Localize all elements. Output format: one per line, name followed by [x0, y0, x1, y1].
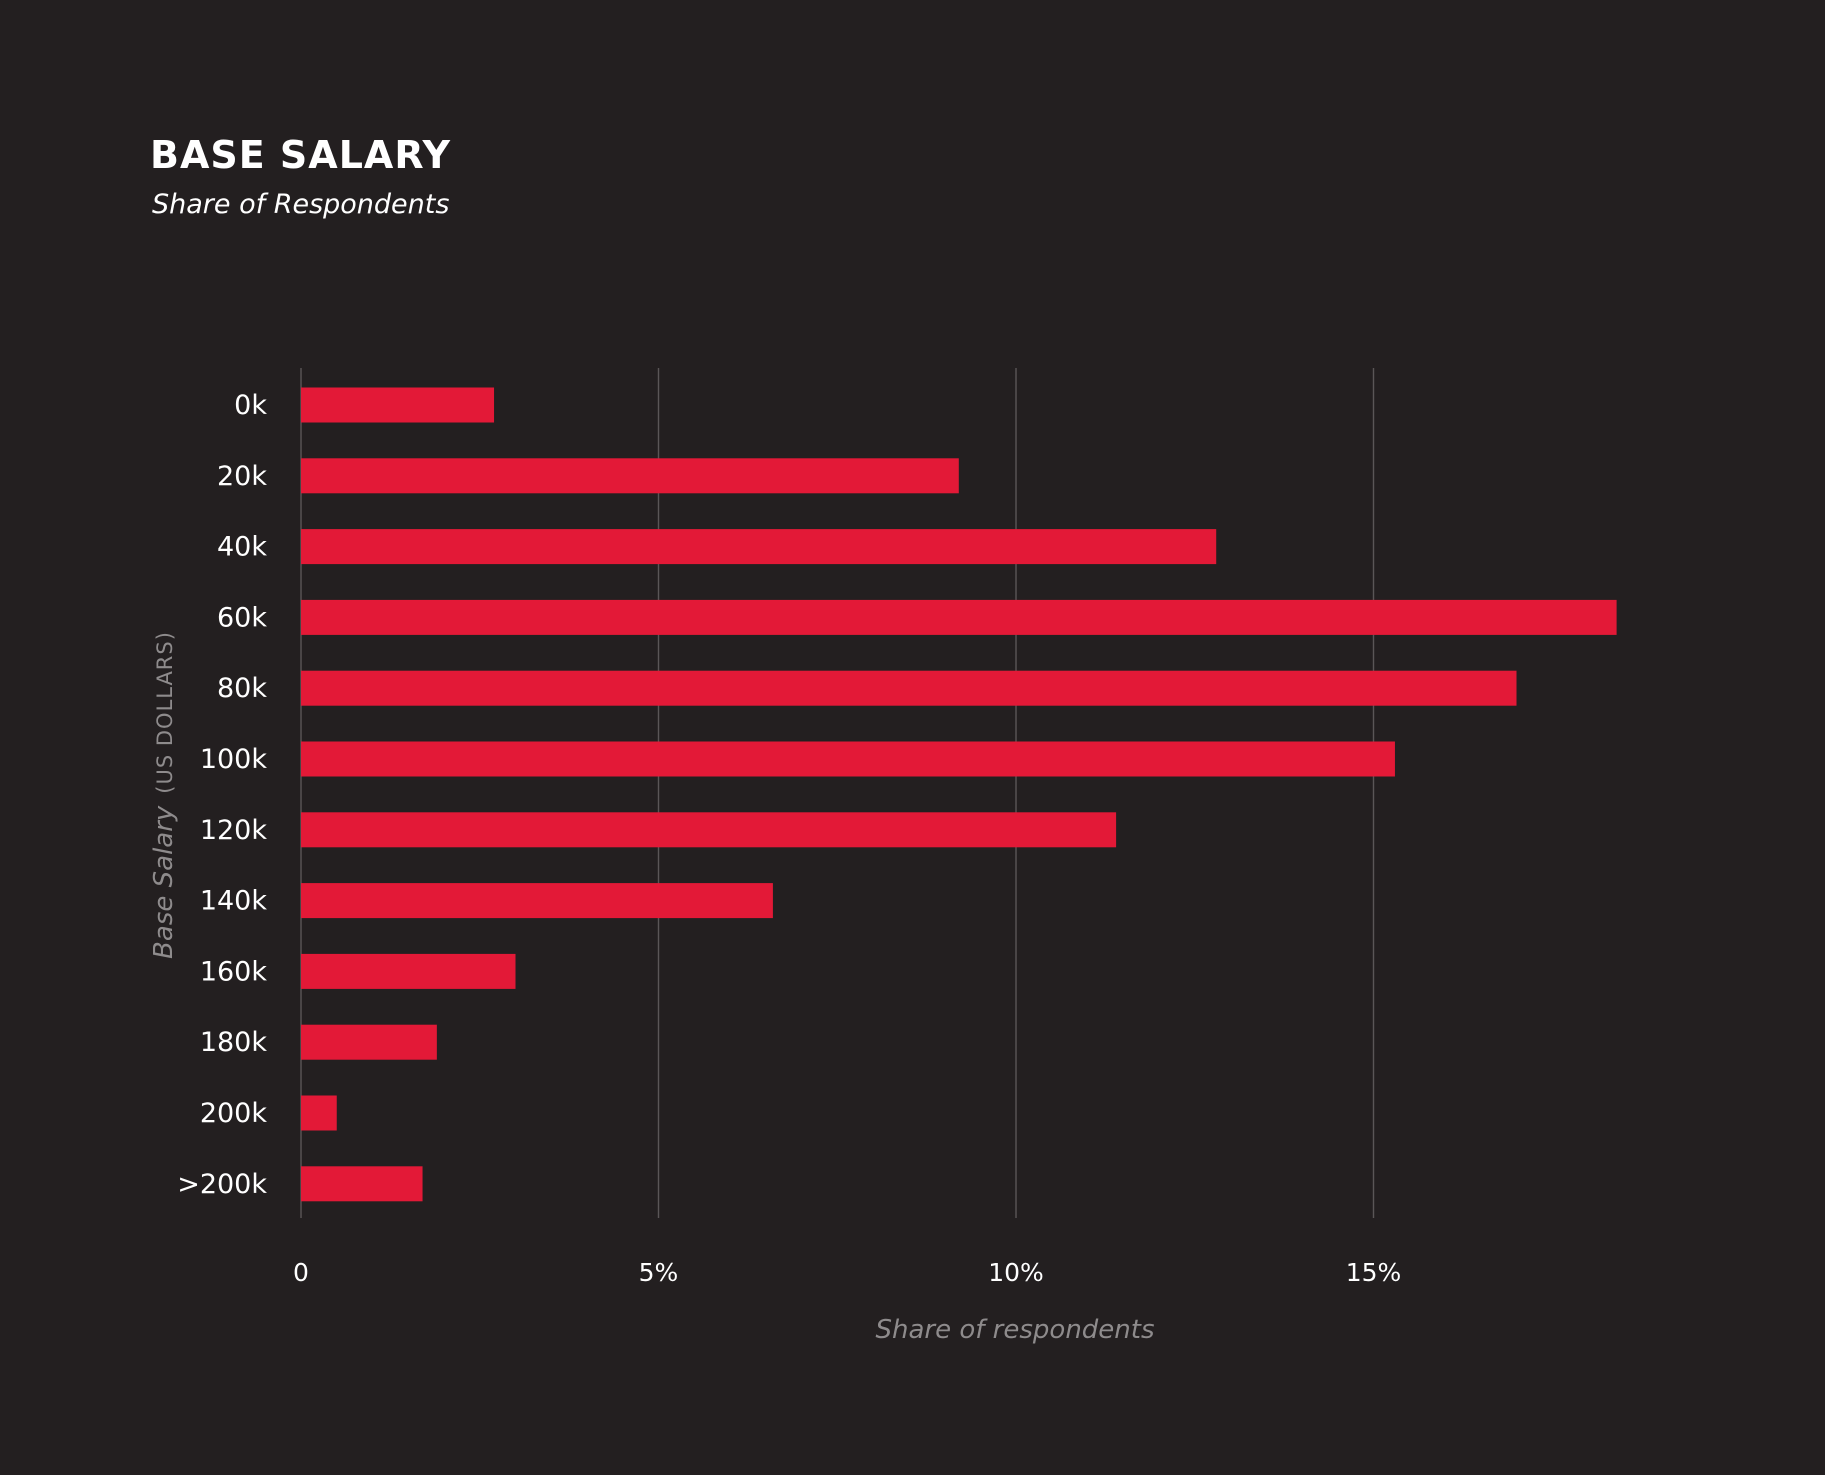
x-tick-label-3: 15%	[1346, 1258, 1402, 1287]
bar-20k	[301, 458, 959, 494]
category-label-140k: 140k	[200, 886, 268, 917]
x-axis-title: Share of respondents	[875, 1315, 1154, 1345]
category-label-80k: 80k	[217, 673, 267, 704]
y-axis-title-unit: (US DOLLARS)	[153, 631, 177, 794]
bar-180k	[301, 1024, 437, 1060]
chart-title: BASE SALARY	[150, 133, 451, 177]
y-axis-title-group: Base Salary (US DOLLARS)	[149, 631, 179, 959]
bar-40k	[301, 529, 1217, 565]
bar-100k	[301, 741, 1395, 777]
y-axis-title-main: Base Salary	[149, 805, 179, 959]
bar-200k	[301, 1095, 337, 1131]
gridlines	[300, 368, 1375, 1218]
category-label-160k: 160k	[200, 956, 268, 987]
bar-140k	[301, 883, 773, 919]
chart-subtitle: Share of Respondents	[152, 189, 449, 220]
category-label-180k: 180k	[200, 1027, 268, 1058]
bar-gt200k	[301, 1166, 423, 1202]
bar-60k	[301, 599, 1617, 635]
x-tick-label-2: 10%	[988, 1258, 1044, 1287]
category-label-20k: 20k	[217, 461, 267, 492]
category-label-60k: 60k	[217, 602, 267, 633]
category-label-200k: 200k	[200, 1098, 268, 1129]
x-tick-label-1: 5%	[639, 1258, 679, 1287]
category-label-100k: 100k	[200, 744, 268, 775]
x-tick-label-0: 0	[293, 1258, 309, 1287]
category-label-40k: 40k	[217, 532, 267, 563]
bar-0k	[301, 387, 495, 423]
bar-120k	[301, 812, 1117, 848]
bar-160k	[301, 953, 516, 989]
bar-80k	[301, 670, 1517, 706]
category-labels: 0k 20k 40k 60k 80k 100k 120k 140k 160k 180k 200k >2…	[177, 390, 267, 1200]
category-label-120k: 120k	[200, 815, 268, 846]
bars	[301, 387, 1617, 1202]
x-tick-labels: 0 5% 10% 15%	[293, 1258, 1401, 1287]
category-label-0k: 0k	[234, 390, 267, 421]
y-axis-title: Base Salary (US DOLLARS)	[149, 631, 179, 959]
category-label-gt200k: >200k	[177, 1169, 267, 1200]
